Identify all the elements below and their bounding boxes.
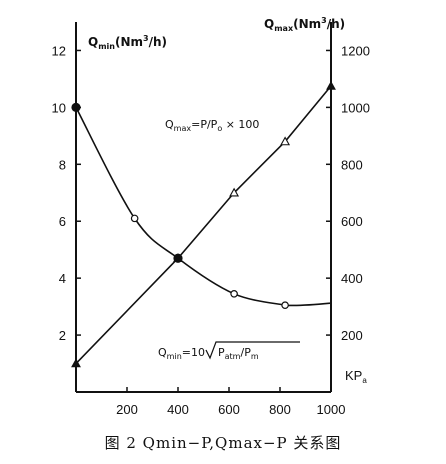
qmin-point bbox=[130, 214, 139, 223]
right-tick-label: 400 bbox=[341, 271, 363, 286]
left-tick-label: 8 bbox=[59, 157, 66, 172]
series-line-qmin bbox=[75, 107, 331, 307]
series-layer bbox=[71, 80, 336, 368]
qmin-point bbox=[230, 290, 238, 298]
chart-svg: Qmin(Nm3/h) Qmax(Nm3/h) KPa Qmax=P/Po × … bbox=[52, 16, 370, 417]
x-tick-group: 200 400 600 800 1000 bbox=[116, 387, 345, 417]
qmin-point bbox=[281, 301, 289, 309]
qmin-equation: Qmin=10 Patm/Pm bbox=[158, 341, 300, 361]
figure-caption: 图 2 Qmin−P,Qmax−P 关系图 bbox=[104, 434, 342, 452]
x-axis-unit-label: KPa bbox=[345, 368, 367, 385]
left-tick-label: 4 bbox=[59, 271, 66, 286]
svg-text:Patm/Pm: Patm/Pm bbox=[218, 346, 259, 361]
right-tick-group: 200 400 600 800 1000 1200 bbox=[326, 43, 370, 343]
left-tick-group: 2 4 6 8 10 12 bbox=[52, 43, 81, 343]
x-tick-label: 200 bbox=[116, 402, 138, 417]
x-tick-label: 600 bbox=[218, 402, 240, 417]
right-tick-label: 600 bbox=[341, 214, 363, 229]
left-tick-label: 12 bbox=[52, 43, 66, 58]
left-tick-label: 2 bbox=[59, 328, 66, 343]
right-tick-label: 1200 bbox=[341, 43, 370, 58]
left-axis-title: Qmin(Nm3/h) bbox=[88, 34, 167, 51]
qmax-point bbox=[229, 187, 240, 197]
right-tick-label: 1000 bbox=[341, 100, 370, 115]
x-tick-label: 1000 bbox=[317, 402, 346, 417]
qmax-point bbox=[173, 253, 183, 262]
svg-text:Qmin=10: Qmin=10 bbox=[158, 346, 205, 361]
x-tick-label: 400 bbox=[167, 402, 189, 417]
qmax-equation: Qmax=P/Po × 100 bbox=[165, 118, 259, 133]
left-tick-label: 6 bbox=[59, 214, 66, 229]
qmin-point bbox=[71, 102, 81, 112]
left-tick-label: 10 bbox=[52, 100, 66, 115]
right-tick-label: 200 bbox=[341, 328, 363, 343]
x-tick-label: 800 bbox=[269, 402, 291, 417]
qmax-point bbox=[326, 80, 336, 90]
qmax-point bbox=[71, 358, 81, 368]
right-axis-title: Qmax(Nm3/h) bbox=[264, 16, 345, 33]
right-tick-label: 800 bbox=[341, 157, 363, 172]
qmax-point bbox=[280, 136, 291, 146]
